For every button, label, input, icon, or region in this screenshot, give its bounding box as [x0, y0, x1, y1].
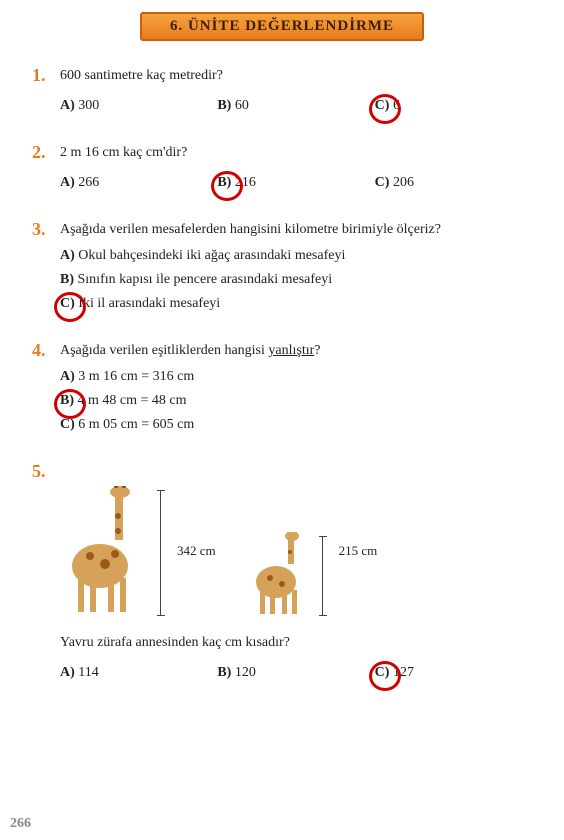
- giraffe-illustration: 342 cm 215 cm: [60, 486, 532, 616]
- question-4: 4. Aşağıda verilen eşitliklerden hangisi…: [32, 340, 532, 433]
- q4-option-a: A) 3 m 16 cm = 316 cm: [60, 369, 532, 385]
- q3-option-a: A) Okul bahçesindeki iki ağaç arasındaki…: [60, 248, 532, 264]
- q5-option-c: C) 127: [375, 665, 532, 681]
- q1-number: 1.: [32, 65, 60, 86]
- unit-title: 6. ÜNİTE DEĞERLENDİRME: [140, 12, 424, 41]
- question-1: 1. 600 santimetre kaç metredir? A) 300 B…: [32, 65, 532, 114]
- q5-options: A) 114 B) 120 C) 127: [60, 665, 532, 681]
- q1-options: A) 300 B) 60 C) 6: [60, 98, 532, 114]
- giraffe-small-icon: [250, 532, 312, 616]
- q2-option-b: B) 216: [217, 175, 374, 191]
- measure-bracket-large: [160, 490, 161, 616]
- page-number: 266: [10, 816, 31, 832]
- q3-number: 3.: [32, 219, 60, 240]
- q3-option-b: B) Sınıfın kapısı ile pencere arasındaki…: [60, 272, 532, 288]
- q4-number: 4.: [32, 340, 60, 361]
- q4-option-b: B) 4 m 48 cm = 48 cm: [60, 393, 532, 409]
- q5-option-b: B) 120: [217, 665, 374, 681]
- q1-text: 600 santimetre kaç metredir?: [60, 65, 532, 86]
- q2-number: 2.: [32, 142, 60, 163]
- q5-option-a: A) 114: [60, 665, 217, 681]
- q1-option-b: B) 60: [217, 98, 374, 114]
- q3-options: A) Okul bahçesindeki iki ağaç arasındaki…: [60, 248, 532, 312]
- q1-option-a: A) 300: [60, 98, 217, 114]
- q2-options: A) 266 B) 216 C) 206: [60, 175, 532, 191]
- q5-number: 5.: [32, 461, 60, 482]
- question-5: 5. 342 cm: [32, 461, 532, 681]
- q2-option-c: C) 206: [375, 175, 532, 191]
- q4-options: A) 3 m 16 cm = 316 cm B) 4 m 48 cm = 48 …: [60, 369, 532, 433]
- q4-text: Aşağıda verilen eşitliklerden hangisi ya…: [60, 340, 532, 361]
- q5-text: Yavru zürafa annesinden kaç cm kısadır?: [60, 632, 532, 653]
- giraffe-large-height: 342 cm: [171, 543, 216, 559]
- q1-option-c: C) 6: [375, 98, 532, 114]
- q2-option-a: A) 266: [60, 175, 217, 191]
- giraffe-large-icon: [60, 486, 150, 616]
- question-3: 3. Aşağıda verilen mesafelerden hangisin…: [32, 219, 532, 312]
- q4-option-c: C) 6 m 05 cm = 605 cm: [60, 417, 532, 433]
- worksheet-page: 6. ÜNİTE DEĞERLENDİRME 1. 600 santimetre…: [0, 0, 564, 681]
- q3-option-c: C) İki il arasındaki mesafeyi: [60, 296, 532, 312]
- measure-bracket-small: [322, 536, 323, 616]
- q3-text: Aşağıda verilen mesafelerden hangisini k…: [60, 219, 532, 240]
- q2-text: 2 m 16 cm kaç cm'dir?: [60, 142, 532, 163]
- giraffe-small-height: 215 cm: [333, 543, 378, 559]
- question-2: 2. 2 m 16 cm kaç cm'dir? A) 266 B) 216 C…: [32, 142, 532, 191]
